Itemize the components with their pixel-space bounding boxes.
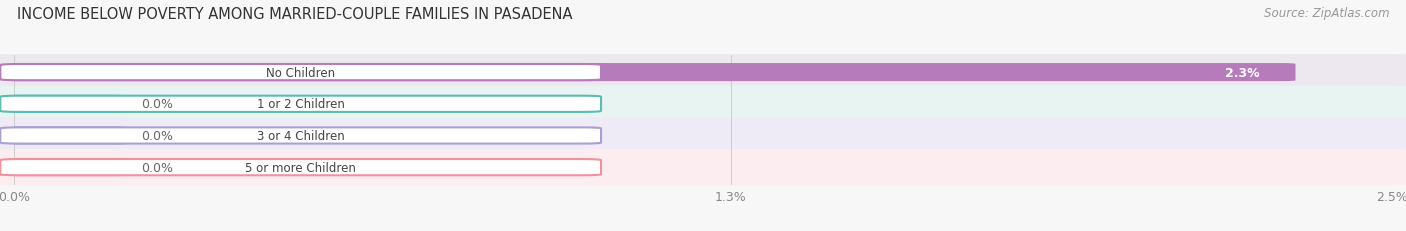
FancyBboxPatch shape [0,55,1406,91]
FancyBboxPatch shape [0,65,600,81]
FancyBboxPatch shape [0,149,1406,185]
Text: INCOME BELOW POVERTY AMONG MARRIED-COUPLE FAMILIES IN PASADENA: INCOME BELOW POVERTY AMONG MARRIED-COUPL… [17,7,572,22]
FancyBboxPatch shape [0,86,1406,122]
Text: No Children: No Children [266,66,335,79]
FancyBboxPatch shape [0,127,127,145]
Text: 1 or 2 Children: 1 or 2 Children [257,98,344,111]
Text: 2.3%: 2.3% [1225,66,1260,79]
FancyBboxPatch shape [0,96,600,112]
Text: 0.0%: 0.0% [141,161,173,174]
Text: 3 or 4 Children: 3 or 4 Children [257,129,344,142]
FancyBboxPatch shape [0,159,600,176]
FancyBboxPatch shape [0,64,1295,82]
FancyBboxPatch shape [0,128,600,144]
Text: Source: ZipAtlas.com: Source: ZipAtlas.com [1264,7,1389,20]
FancyBboxPatch shape [0,118,1406,154]
Text: 0.0%: 0.0% [141,129,173,142]
FancyBboxPatch shape [0,95,127,113]
Text: 5 or more Children: 5 or more Children [245,161,356,174]
FancyBboxPatch shape [0,158,127,176]
Text: 0.0%: 0.0% [141,98,173,111]
